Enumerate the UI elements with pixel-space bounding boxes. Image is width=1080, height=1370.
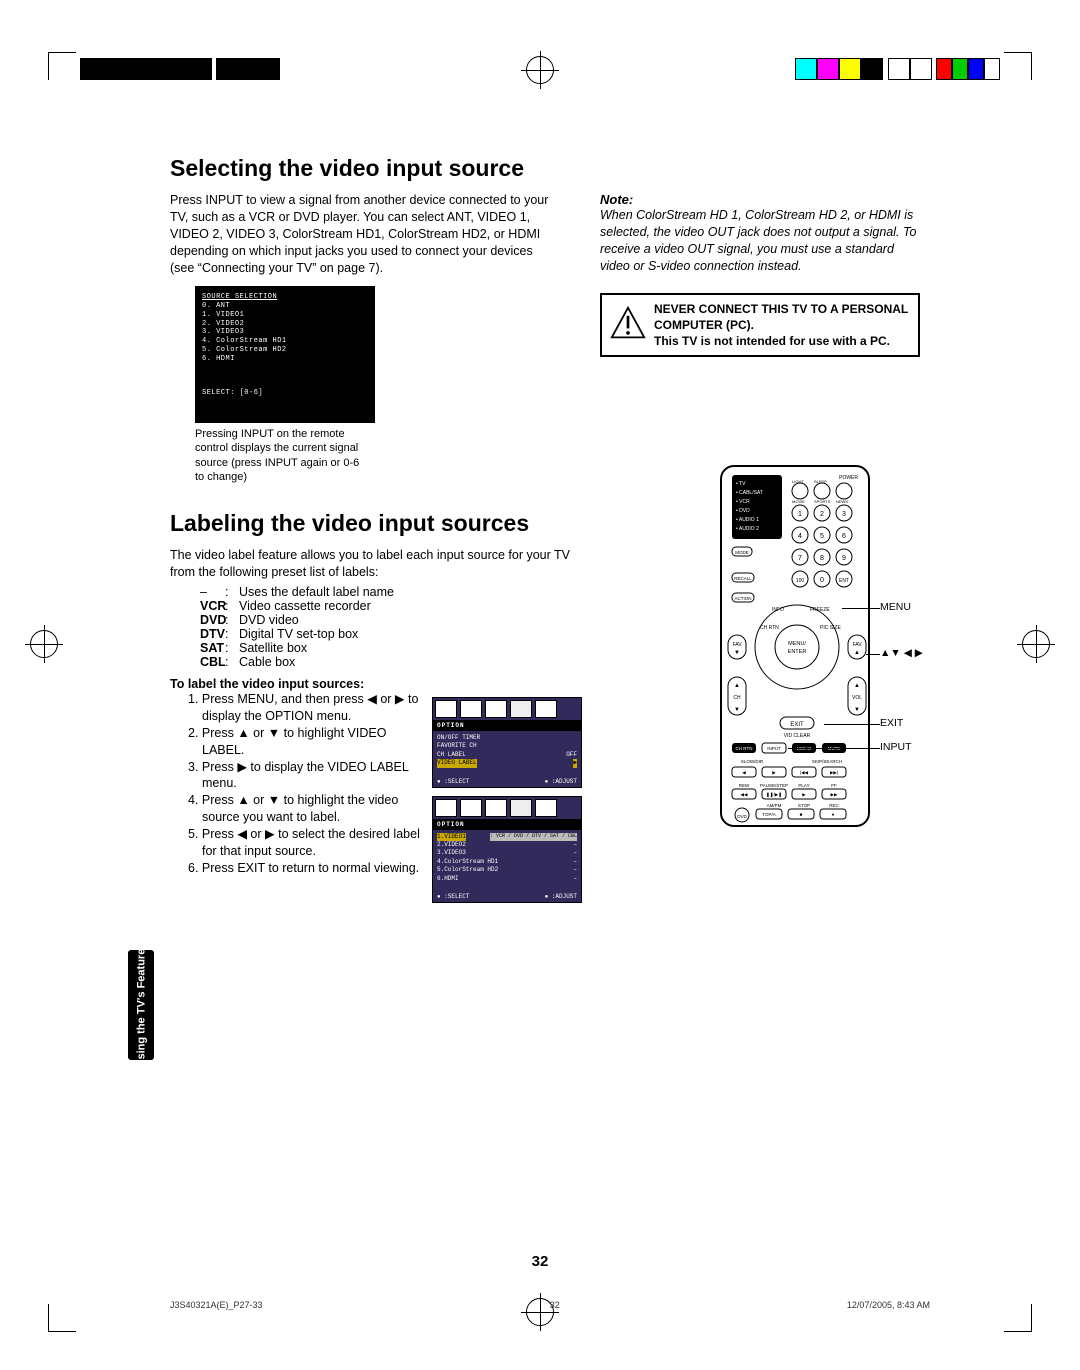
svg-text:●: ●: [832, 812, 835, 817]
svg-text:• TV: • TV: [736, 481, 746, 487]
svg-text:• DVD: • DVD: [736, 508, 750, 514]
svg-text:▲: ▲: [854, 683, 860, 689]
svg-text:0: 0: [820, 577, 824, 584]
svg-text:▼: ▼: [854, 707, 860, 713]
svg-text:PAUSE/STEP: PAUSE/STEP: [760, 783, 788, 788]
svg-text:▶▶|: ▶▶|: [830, 770, 838, 775]
svg-text:NEWS: NEWS: [836, 499, 848, 504]
svg-text:❚❚/▶❚: ❚❚/▶❚: [766, 792, 782, 798]
callout-menu: MENU: [880, 601, 911, 613]
intro-text: Press INPUT to view a signal from anothe…: [170, 192, 560, 276]
svg-text:CH: CH: [733, 695, 741, 701]
page-number: 32: [532, 1253, 549, 1270]
svg-text:SLEEP: SLEEP: [814, 479, 827, 484]
svg-text:7: 7: [798, 555, 802, 562]
svg-text:EXIT: EXIT: [790, 722, 804, 728]
svg-text:PIC SIZE: PIC SIZE: [820, 625, 842, 631]
svg-text:REW: REW: [739, 783, 750, 788]
svg-text:• VCR: • VCR: [736, 499, 750, 505]
svg-text:▼: ▼: [734, 650, 740, 656]
svg-text:◀◀: ◀◀: [741, 792, 748, 797]
svg-text:PLAY: PLAY: [798, 783, 809, 788]
scr-title: SOURCE SELECTION: [202, 293, 368, 302]
svg-text:▲: ▲: [734, 683, 740, 689]
callout-input: INPUT: [880, 741, 912, 753]
footer: J3S40321A(E)_P27-33 32 12/07/2005, 8:43 …: [170, 1300, 930, 1310]
instruction-steps: 1. Press MENU, and then press ◀ or ▶ to …: [170, 691, 420, 877]
svg-text:• AUDIO 2: • AUDIO 2: [736, 526, 759, 532]
svg-text:8: 8: [820, 555, 824, 562]
page-content: Selecting the video input source Press I…: [170, 155, 930, 911]
svg-text:FF: FF: [831, 783, 837, 788]
svg-text:STOP: STOP: [798, 803, 810, 808]
svg-text:5: 5: [820, 533, 824, 540]
svg-text:LIGHT: LIGHT: [792, 479, 804, 484]
svg-text:▼: ▼: [734, 707, 740, 713]
svg-text:MODE: MODE: [735, 550, 749, 555]
svg-text:9: 9: [842, 555, 846, 562]
svg-text:1: 1: [798, 511, 802, 518]
registration-mark: [30, 630, 58, 658]
svg-text:SPORTS: SPORTS: [814, 499, 831, 504]
screenshot-caption: Pressing INPUT on the remote control dis…: [195, 427, 365, 484]
note-body: When ColorStream HD 1, ColorStream HD 2,…: [600, 207, 920, 275]
svg-text:VID CLEAR: VID CLEAR: [784, 733, 811, 739]
svg-text:SLOW/DIR: SLOW/DIR: [741, 759, 764, 764]
svg-text:MOVIE: MOVIE: [792, 499, 805, 504]
svg-text:■: ■: [800, 812, 803, 817]
note-heading: Note:: [600, 192, 920, 207]
svg-text:VOL: VOL: [852, 695, 862, 701]
intro-text: The video label feature allows you to la…: [170, 547, 580, 581]
remote-illustration: • TV • CABL/SAT • VCR • DVD • AUDIO 1 • …: [720, 465, 930, 827]
svg-text:SKIP/SEARCH: SKIP/SEARCH: [812, 759, 842, 764]
registration-mark: [526, 56, 554, 84]
svg-text:|◀◀: |◀◀: [800, 770, 809, 775]
chapter-tab: Using the TV's Features: [128, 950, 154, 1060]
svg-text:INPUT: INPUT: [767, 746, 781, 751]
svg-text:CH RTN: CH RTN: [760, 625, 779, 631]
svg-text:4: 4: [798, 533, 802, 540]
svg-text:2: 2: [820, 511, 824, 518]
svg-text:▶: ▶: [802, 792, 806, 797]
svg-text:▶▶: ▶▶: [831, 792, 838, 797]
svg-text:◀: ◀: [742, 770, 746, 775]
svg-text:• CABL/SAT: • CABL/SAT: [736, 490, 763, 496]
crop-mark: [1004, 1304, 1032, 1332]
section-title: Selecting the video input source: [170, 155, 930, 182]
svg-text:100: 100: [796, 578, 805, 584]
svg-text:▶: ▶: [772, 770, 776, 775]
svg-text:▲: ▲: [854, 650, 860, 656]
svg-text:REC: REC: [829, 803, 839, 808]
svg-text:FAV: FAV: [852, 642, 862, 648]
registration-mark: [1022, 630, 1050, 658]
svg-text:ENT: ENT: [839, 578, 849, 584]
svg-text:• AUDIO 1: • AUDIO 1: [736, 517, 759, 523]
svg-text:RECALL: RECALL: [734, 576, 752, 581]
svg-text:DVD: DVD: [737, 814, 747, 819]
svg-text:ENTER: ENTER: [788, 649, 807, 655]
warning-box: NEVER CONNECT THIS TV TO A PERSONAL COMP…: [600, 293, 920, 358]
svg-text:6: 6: [842, 533, 846, 540]
svg-text:MENU/: MENU/: [788, 641, 806, 647]
svg-text:TOP/A: TOP/A: [762, 812, 775, 817]
svg-text:ACTION: ACTION: [734, 596, 751, 601]
svg-text:FREEZE: FREEZE: [810, 607, 830, 613]
callout-exit: EXIT: [880, 717, 903, 729]
svg-text:FAV: FAV: [732, 642, 742, 648]
svg-text:AM/PM: AM/PM: [767, 803, 782, 808]
crop-mark: [48, 1304, 76, 1332]
svg-text:CH RTN: CH RTN: [736, 746, 753, 751]
svg-text:3: 3: [842, 511, 846, 518]
source-selection-screenshot: SOURCE SELECTION 0. ANT 1. VIDEO1 2. VID…: [195, 286, 375, 423]
osd-screenshots: OPTION ON/OFF TIMER FAVORITE CH CH LABEL…: [432, 697, 582, 911]
callout-arrows: ▲▼ ◀ ▶: [880, 647, 923, 659]
warning-icon: [610, 305, 646, 341]
svg-text:POWER: POWER: [839, 475, 858, 481]
svg-text:INFO: INFO: [772, 607, 784, 613]
